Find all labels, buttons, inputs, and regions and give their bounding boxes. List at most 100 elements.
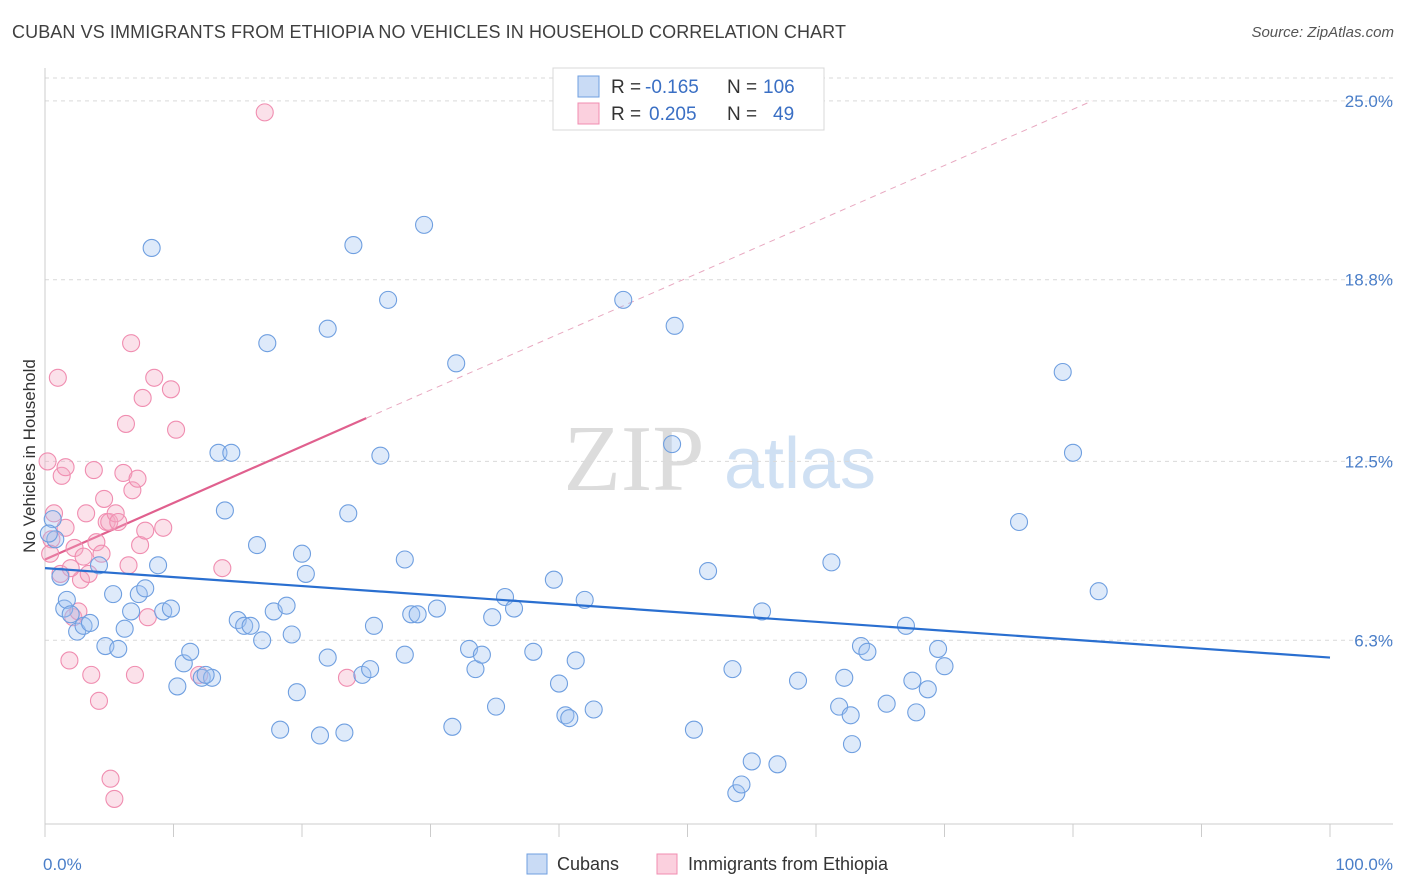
grid-lines (45, 77, 1393, 641)
ethiopia-point (56, 518, 75, 537)
legend-swatch-ethiopia (577, 102, 600, 125)
ethiopia-point (133, 388, 152, 408)
cubans-point (752, 602, 772, 621)
bottom-legend-swatch-ethiopia (656, 853, 678, 875)
ethiopia-point (87, 533, 106, 552)
ethiopia-points (38, 103, 357, 808)
ethiopia-point (60, 651, 79, 670)
cubans-point (877, 694, 896, 713)
cubans-point (222, 443, 241, 462)
cubans-point (51, 567, 70, 586)
ethiopia-point (125, 665, 144, 684)
cubans-point (408, 605, 427, 624)
cubans-point (142, 238, 161, 258)
y-tick-label: 6.3% (1354, 631, 1393, 650)
cubans-point (296, 564, 315, 583)
ethiopia-point (131, 536, 150, 555)
cubans-point (560, 709, 579, 728)
cubans-point (699, 561, 718, 581)
cubans-point (575, 590, 594, 609)
cubans-point (168, 677, 187, 696)
cubans-point (181, 642, 200, 661)
cubans-point (209, 443, 228, 462)
cubans-point (903, 671, 922, 690)
cubans-point (842, 735, 862, 754)
cubans-point (858, 642, 877, 661)
cubans-point (504, 599, 524, 618)
cubans-point (663, 435, 682, 454)
ethiopia-point (154, 518, 173, 537)
cubans-point (361, 660, 380, 679)
cubans-point (835, 668, 854, 687)
ethiopia-point (161, 380, 180, 399)
cubans-point (483, 608, 502, 627)
cubans-point (395, 550, 414, 569)
cubans-point (566, 651, 585, 670)
ethiopia-point (95, 489, 114, 508)
cubans-point (364, 616, 384, 635)
ethiopia-trend-extension (366, 100, 1093, 419)
cubans-point (196, 665, 215, 684)
ethiopia-point (38, 452, 57, 471)
cubans-point (486, 697, 506, 716)
ethiopia-point (136, 521, 155, 540)
cubans-point (282, 625, 301, 644)
bottom-legend-swatch-cubans (526, 853, 548, 875)
cubans-point (215, 501, 234, 520)
cubans-point (43, 510, 62, 529)
ethiopia-point (128, 469, 147, 488)
cubans-point (310, 726, 330, 745)
cubans-point (549, 674, 569, 693)
bottom-legend: Cubans Immigrants from Ethiopia (526, 853, 889, 875)
cubans-point (788, 671, 808, 690)
chart-title: CUBAN VS IMMIGRANTS FROM ETHIOPIA NO VEH… (12, 22, 847, 42)
cubans-point (544, 570, 563, 589)
legend-r-label-ethiopia: R = (611, 104, 641, 125)
cubans-point (732, 775, 751, 794)
cubans-point (344, 236, 363, 255)
ethiopia-point (105, 789, 124, 808)
cubans-trend-line (44, 567, 1331, 659)
cubans-point (339, 504, 358, 523)
legend: R = -0.165 N = 106 R = 0.205 N = 49 (552, 67, 825, 131)
cubans-point (136, 579, 155, 598)
legend-n-cubans: 106 (763, 77, 795, 98)
cubans-point (929, 639, 948, 658)
cubans-point (427, 599, 446, 618)
cubans-point (402, 605, 421, 624)
axes (44, 68, 1393, 837)
cubans-point (896, 616, 916, 635)
y-tick-label: 12.5% (1345, 452, 1393, 471)
bottom-legend-cubans: Cubans (557, 854, 619, 874)
cubans-point (1063, 443, 1083, 462)
ethiopia-point (145, 368, 164, 387)
cubans-point (115, 619, 134, 638)
cubans-point (1009, 512, 1029, 532)
tick-labels: 6.3% 12.5% 18.8% 25.0% 0.0% 100.0% (43, 92, 1393, 874)
ethiopia-point (101, 769, 120, 788)
cubans-points (39, 215, 1331, 803)
cubans-point (395, 645, 414, 664)
ethiopia-point (48, 368, 67, 387)
watermark-atlas: atlas (724, 424, 876, 504)
ethiopia-point (44, 504, 64, 523)
cubans-point (258, 334, 277, 353)
ethiopia-point (138, 608, 157, 627)
ethiopia-point (56, 458, 75, 477)
cubans-point (287, 683, 306, 702)
cubans-point (241, 616, 260, 635)
cubans-point (277, 596, 296, 615)
y-tick-label: 18.8% (1345, 271, 1393, 290)
ethiopia-point (84, 461, 103, 480)
legend-r-label-cubans: R = (611, 77, 641, 98)
cubans-point (415, 215, 434, 234)
cubans-point (235, 616, 254, 635)
x-tick-label: 0.0% (43, 855, 82, 874)
legend-n-ethiopia: 49 (773, 104, 794, 125)
cubans-point (371, 446, 390, 465)
cubans-point (822, 553, 841, 572)
cubans-point (379, 290, 398, 309)
cubans-point (1053, 362, 1072, 382)
ethiopia-point (213, 559, 232, 578)
